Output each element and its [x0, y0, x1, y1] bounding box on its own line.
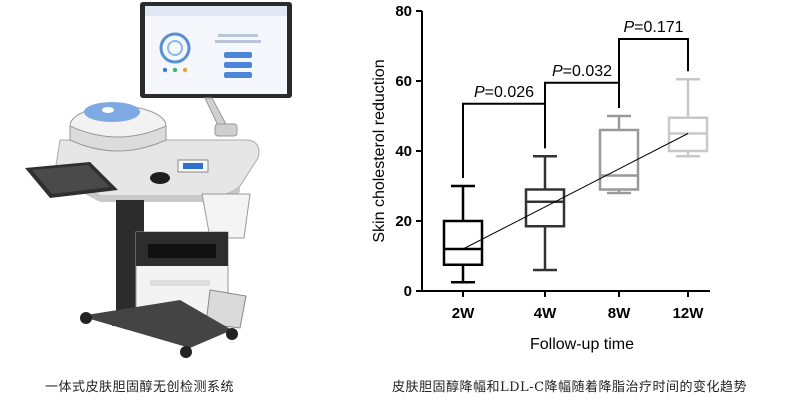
box-12W [667, 78, 709, 158]
x-axis-title: Follow-up time [530, 336, 634, 353]
device-photo [25, 2, 292, 358]
box-8W [598, 114, 640, 195]
y-tick-label: 0 [404, 283, 412, 300]
plot-area: 0 20 40 60 80 2W 4W 8W 12W Skin cholesterol reduc… [371, 3, 710, 353]
mouse [150, 172, 170, 184]
trend-line [462, 133, 689, 250]
y-axis-title: Skin cholesterol reduction [371, 59, 388, 242]
box-plot-chart: 0 20 40 60 80 2W 4W 8W 12W Skin cholesterol reduc… [371, 3, 710, 353]
p-symbol: P [552, 63, 563, 80]
wheel [226, 328, 238, 340]
p-value: =0.171 [634, 19, 683, 36]
y-tick-label: 80 [395, 3, 412, 20]
cart-base [80, 300, 232, 348]
y-tick-label: 60 [395, 73, 412, 90]
p-value-label: P=0.026 [474, 84, 534, 101]
box-iqr [524, 188, 566, 228]
wheel [80, 312, 92, 324]
significance-bracket [462, 102, 546, 178]
p-value: =0.032 [563, 63, 612, 80]
waste-bin [201, 193, 251, 239]
significance-bracket [618, 38, 689, 108]
monitor [140, 2, 292, 98]
caption-device: 一体式皮肤胆固醇无创检测系统 [45, 380, 235, 395]
x-tick-label: 4W [534, 305, 557, 322]
box-iqr [442, 219, 484, 266]
p-value: =0.026 [485, 84, 534, 101]
scan-ring-icon [159, 32, 191, 64]
p-value-label: P=0.032 [552, 63, 612, 80]
x-tick-label: 2W [452, 305, 475, 322]
y-tick-label: 20 [395, 213, 412, 230]
printer [135, 231, 247, 329]
box-2W [442, 184, 484, 284]
p-value-label: P=0.171 [623, 19, 683, 36]
caption-chart: 皮肤胆固醇降幅和LDL-C降幅随着降脂治疗时间的变化趋势 [392, 380, 748, 395]
box-iqr [598, 128, 640, 191]
p-symbol: P [623, 19, 634, 36]
x-tick-label: 12W [673, 305, 705, 322]
box-4W [524, 155, 566, 272]
p-symbol: P [474, 84, 485, 101]
wheel [180, 346, 192, 358]
x-tick-label: 8W [608, 305, 631, 322]
scanner-device [69, 102, 167, 152]
y-tick-label: 40 [395, 143, 412, 160]
